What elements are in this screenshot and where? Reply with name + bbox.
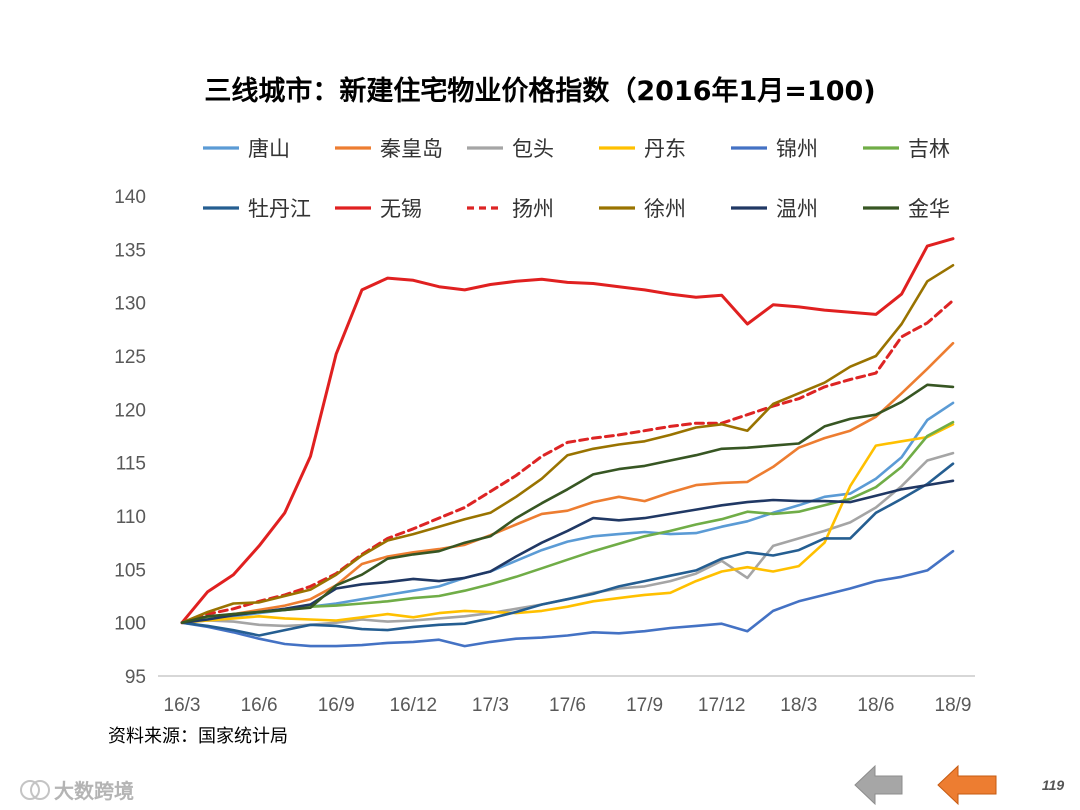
y-tick-label: 125 bbox=[114, 347, 146, 368]
watermark: 大数跨境 bbox=[20, 779, 134, 803]
x-tick-label: 16/6 bbox=[241, 695, 278, 716]
y-tick-label: 95 bbox=[125, 667, 146, 688]
series-line-12 bbox=[180, 383, 955, 625]
legend-label: 徐州 bbox=[644, 197, 686, 221]
legend-label: 包头 bbox=[512, 137, 554, 161]
x-tick-label: 16/3 bbox=[164, 695, 201, 716]
source-note: 资料来源：国家统计局 bbox=[108, 726, 288, 747]
watermark-logo-icon-2 bbox=[30, 780, 50, 800]
arrow-left-icon bbox=[854, 764, 903, 806]
x-tick-label: 18/9 bbox=[935, 695, 972, 716]
legend-label: 锦州 bbox=[776, 137, 818, 161]
y-tick-label: 110 bbox=[116, 507, 146, 528]
series-line-4 bbox=[180, 422, 955, 625]
next-slide-button[interactable] bbox=[937, 764, 997, 806]
x-tick-label: 17/12 bbox=[698, 695, 746, 716]
chart-title: 三线城市：新建住宅物业价格指数（2016年1月=100) bbox=[204, 75, 875, 107]
legend-label: 唐山 bbox=[248, 137, 290, 161]
y-tick-label: 115 bbox=[116, 454, 146, 475]
y-axis: 95 100 105 110 115 120 125 130 135 140 bbox=[114, 187, 146, 688]
legend-label: 温州 bbox=[776, 197, 818, 221]
x-tick-label: 17/3 bbox=[472, 695, 509, 716]
series-line-8 bbox=[180, 237, 955, 625]
series-line-5 bbox=[180, 549, 955, 648]
arrow-left-icon-orange bbox=[937, 764, 997, 806]
x-tick-label: 17/9 bbox=[626, 695, 663, 716]
series-line-11 bbox=[180, 479, 955, 625]
x-axis: 16/3 16/6 16/9 16/12 17/3 17/6 17/9 17/12 18/3 18… bbox=[158, 675, 975, 716]
plot-area bbox=[180, 237, 955, 648]
legend-label: 无锡 bbox=[380, 197, 422, 221]
series-line-9 bbox=[180, 299, 955, 625]
legend-label: 牡丹江 bbox=[248, 197, 311, 221]
y-tick-label: 140 bbox=[114, 187, 146, 208]
series-line-7 bbox=[180, 462, 955, 637]
y-tick-label: 120 bbox=[114, 400, 146, 421]
y-tick-label: 135 bbox=[114, 240, 146, 261]
legend-label: 秦皇岛 bbox=[380, 137, 443, 161]
y-tick-label: 130 bbox=[114, 294, 146, 315]
legend-label: 吉林 bbox=[908, 137, 950, 161]
y-tick-label: 100 bbox=[114, 614, 146, 635]
x-tick-label: 16/9 bbox=[318, 695, 355, 716]
watermark-logo-icon bbox=[20, 780, 40, 800]
prev-slide-button[interactable] bbox=[854, 764, 903, 806]
series-line-10 bbox=[180, 263, 955, 625]
x-tick-label: 18/3 bbox=[780, 695, 817, 716]
x-tick-label: 18/6 bbox=[857, 695, 894, 716]
series-line-2 bbox=[180, 341, 955, 625]
legend-label: 金华 bbox=[908, 197, 950, 221]
x-tick-label: 16/12 bbox=[390, 695, 438, 716]
legend-label: 扬州 bbox=[512, 197, 554, 221]
legend-label: 丹东 bbox=[644, 137, 686, 161]
y-tick-label: 105 bbox=[114, 560, 146, 581]
page-number: 119 bbox=[1042, 777, 1065, 793]
watermark-text: 大数跨境 bbox=[54, 779, 134, 803]
x-tick-label: 17/6 bbox=[549, 695, 586, 716]
